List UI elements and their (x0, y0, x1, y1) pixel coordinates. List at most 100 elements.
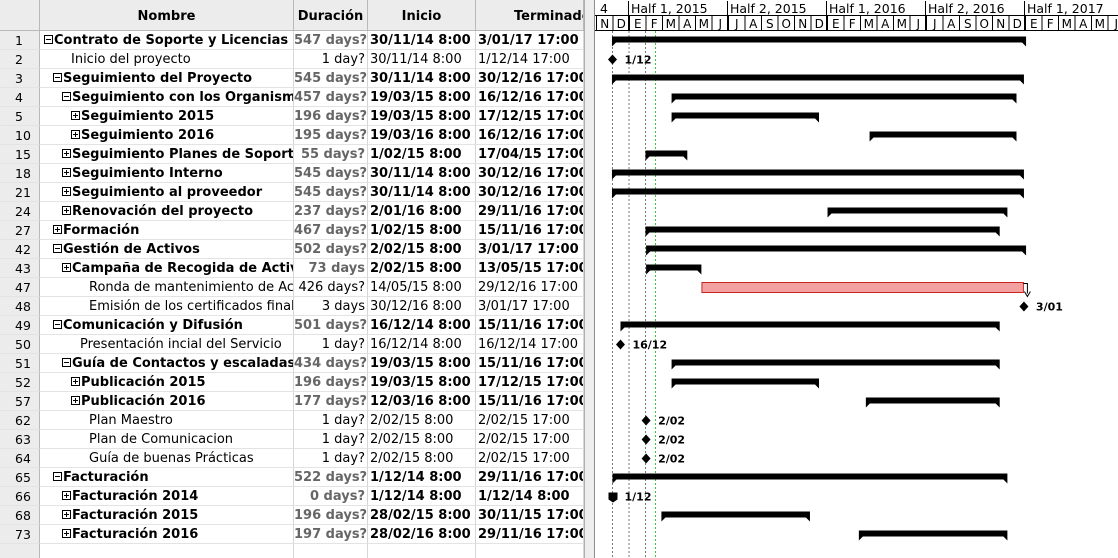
empty-row[interactable] (0, 544, 584, 558)
expand-icon[interactable] (62, 187, 71, 196)
row-start[interactable]: 19/03/15 8:00 (368, 107, 476, 126)
row-duration[interactable]: 1 day? (294, 50, 368, 69)
table-row[interactable]: 73 Facturación 2016 197 days? 28/02/16 8:00… (0, 525, 584, 544)
row-start[interactable]: 30/11/14 8:00 (368, 183, 476, 202)
row-start[interactable]: 2/02/15 8:00 (368, 430, 476, 449)
column-header-name[interactable]: Nombre (40, 0, 294, 31)
collapse-icon[interactable] (53, 472, 62, 481)
table-row[interactable]: 1 Contrato de Soporte y Licencias O 547 da… (0, 31, 584, 50)
expand-icon[interactable] (62, 168, 71, 177)
collapse-icon[interactable] (62, 358, 71, 367)
row-end[interactable]: 2/02/15 17:00 (476, 411, 584, 430)
row-end[interactable]: 2/02/15 17:00 (476, 430, 584, 449)
row-end[interactable]: 29/12/16 17:00 (476, 278, 584, 297)
row-start[interactable]: 30/11/14 8:00 (368, 31, 476, 50)
expand-icon[interactable] (71, 396, 80, 405)
row-end[interactable]: 15/11/16 17:00 (476, 392, 584, 411)
table-row[interactable]: 52 Publicación 2015 196 days? 19/03/15 8:00… (0, 373, 584, 392)
row-end[interactable]: 16/12/14 17:00 (476, 335, 584, 354)
row-start[interactable]: 30/11/14 8:00 (368, 164, 476, 183)
row-name[interactable]: Inicio del proyecto (40, 50, 294, 69)
row-start[interactable]: 2/02/15 8:00 (368, 240, 476, 259)
pane-splitter[interactable] (584, 0, 595, 558)
collapse-icon[interactable] (53, 244, 62, 253)
expand-icon[interactable] (71, 130, 80, 139)
row-name[interactable]: Seguimiento Interno (40, 164, 294, 183)
row-end[interactable]: 29/11/16 17:00 (476, 525, 584, 544)
row-name[interactable]: Contrato de Soporte y Licencias O (40, 31, 294, 50)
expand-icon[interactable] (71, 111, 80, 120)
row-end[interactable]: 29/11/16 17:00 (476, 202, 584, 221)
row-start[interactable]: 16/12/14 8:00 (368, 335, 476, 354)
row-duration[interactable]: 195 days? (294, 126, 368, 145)
row-end[interactable]: 1/12/14 8:00 (476, 487, 584, 506)
row-name[interactable]: Ronda de mantenimiento de Activos (40, 278, 294, 297)
collapse-icon[interactable] (44, 35, 53, 44)
table-row[interactable]: 57 Publicación 2016 177 days? 12/03/16 8:00… (0, 392, 584, 411)
column-header-duration[interactable]: Duración (294, 0, 368, 31)
row-duration[interactable]: 3 days (294, 297, 368, 316)
row-end[interactable]: 15/11/16 17:00 (476, 316, 584, 335)
table-row[interactable]: 50 Presentación incial del Servicio 1 day?… (0, 335, 584, 354)
row-duration[interactable]: 0 days? (294, 487, 368, 506)
row-name[interactable]: Renovación del proyecto (40, 202, 294, 221)
row-name[interactable]: Gestión de Activos (40, 240, 294, 259)
row-end[interactable]: 3/01/17 17:00 (476, 297, 584, 316)
row-start[interactable]: 19/03/15 8:00 (368, 354, 476, 373)
row-start[interactable]: 19/03/15 8:00 (368, 373, 476, 392)
row-end[interactable]: 30/12/16 17:00 (476, 164, 584, 183)
table-row[interactable]: 4 Seguimiento con los Organismos 457 days?… (0, 88, 584, 107)
row-end[interactable]: 3/01/17 17:00 (476, 240, 584, 259)
row-duration[interactable]: 522 days? (294, 468, 368, 487)
row-name[interactable]: Campaña de Recogida de Activos (40, 259, 294, 278)
table-row[interactable]: 64 Guía de buenas Prácticas 1 day? 2/02/15 … (0, 449, 584, 468)
row-start[interactable]: 1/02/15 8:00 (368, 221, 476, 240)
row-duration[interactable]: 457 days? (294, 88, 368, 107)
row-end[interactable]: 1/12/14 17:00 (476, 50, 584, 69)
row-end[interactable]: 30/11/15 17:00 (476, 506, 584, 525)
row-duration[interactable]: 434 days? (294, 354, 368, 373)
row-name[interactable]: Facturación 2015 (40, 506, 294, 525)
table-row[interactable]: 65 Facturación 522 days? 1/12/14 8:00 29/11/… (0, 468, 584, 487)
table-row[interactable]: 3 Seguimiento del Proyecto 545 days? 30/11/… (0, 69, 584, 88)
row-start[interactable]: 12/03/16 8:00 (368, 392, 476, 411)
row-duration[interactable]: 1 day? (294, 449, 368, 468)
table-row[interactable]: 63 Plan de Comunicacion 1 day? 2/02/15 8:00… (0, 430, 584, 449)
row-end[interactable]: 15/11/16 17:00 (476, 354, 584, 373)
row-end[interactable]: 3/01/17 17:00 (476, 31, 584, 50)
row-end[interactable]: 29/11/16 17:00 (476, 468, 584, 487)
expand-icon[interactable] (62, 491, 71, 500)
row-name[interactable]: Presentación incial del Servicio (40, 335, 294, 354)
row-duration[interactable]: 196 days? (294, 373, 368, 392)
row-start[interactable]: 1/12/14 8:00 (368, 487, 476, 506)
table-row[interactable]: 43 Campaña de Recogida de Activos 73 days 2… (0, 259, 584, 278)
expand-icon[interactable] (53, 225, 62, 234)
table-row[interactable]: 2 Inicio del proyecto 1 day? 30/11/14 8:00 1… (0, 50, 584, 69)
row-name[interactable]: Facturación 2014 (40, 487, 294, 506)
row-name[interactable]: Seguimiento al proveedor (40, 183, 294, 202)
table-row[interactable]: 48 Emisión de los certificados finales 3 d… (0, 297, 584, 316)
row-name[interactable]: Seguimiento Planes de Soporte (40, 145, 294, 164)
row-end[interactable]: 17/12/15 17:00 (476, 373, 584, 392)
row-name[interactable]: Guía de buenas Prácticas (40, 449, 294, 468)
row-name[interactable]: Emisión de los certificados finales (40, 297, 294, 316)
row-start[interactable]: 2/02/15 8:00 (368, 259, 476, 278)
row-name[interactable]: Seguimiento 2015 (40, 107, 294, 126)
expand-icon[interactable] (62, 149, 71, 158)
table-row[interactable]: 62 Plan Maestro 1 day? 2/02/15 8:00 2/02/15 … (0, 411, 584, 430)
row-duration[interactable]: 196 days? (294, 107, 368, 126)
table-row[interactable]: 68 Facturación 2015 196 days? 28/02/15 8:00… (0, 506, 584, 525)
row-start[interactable]: 1/12/14 8:00 (368, 468, 476, 487)
row-start[interactable]: 2/01/16 8:00 (368, 202, 476, 221)
column-header-end[interactable]: Terminado (476, 0, 584, 31)
row-duration[interactable]: 177 days? (294, 392, 368, 411)
row-start[interactable]: 19/03/15 8:00 (368, 88, 476, 107)
row-name[interactable]: Publicación 2015 (40, 373, 294, 392)
collapse-icon[interactable] (53, 320, 62, 329)
expand-icon[interactable] (71, 377, 80, 386)
row-start[interactable]: 2/02/15 8:00 (368, 411, 476, 430)
row-end[interactable]: 17/04/15 17:00 (476, 145, 584, 164)
row-start[interactable]: 14/05/15 8:00 (368, 278, 476, 297)
row-duration[interactable]: 502 days? (294, 240, 368, 259)
column-header-id[interactable] (0, 0, 40, 31)
